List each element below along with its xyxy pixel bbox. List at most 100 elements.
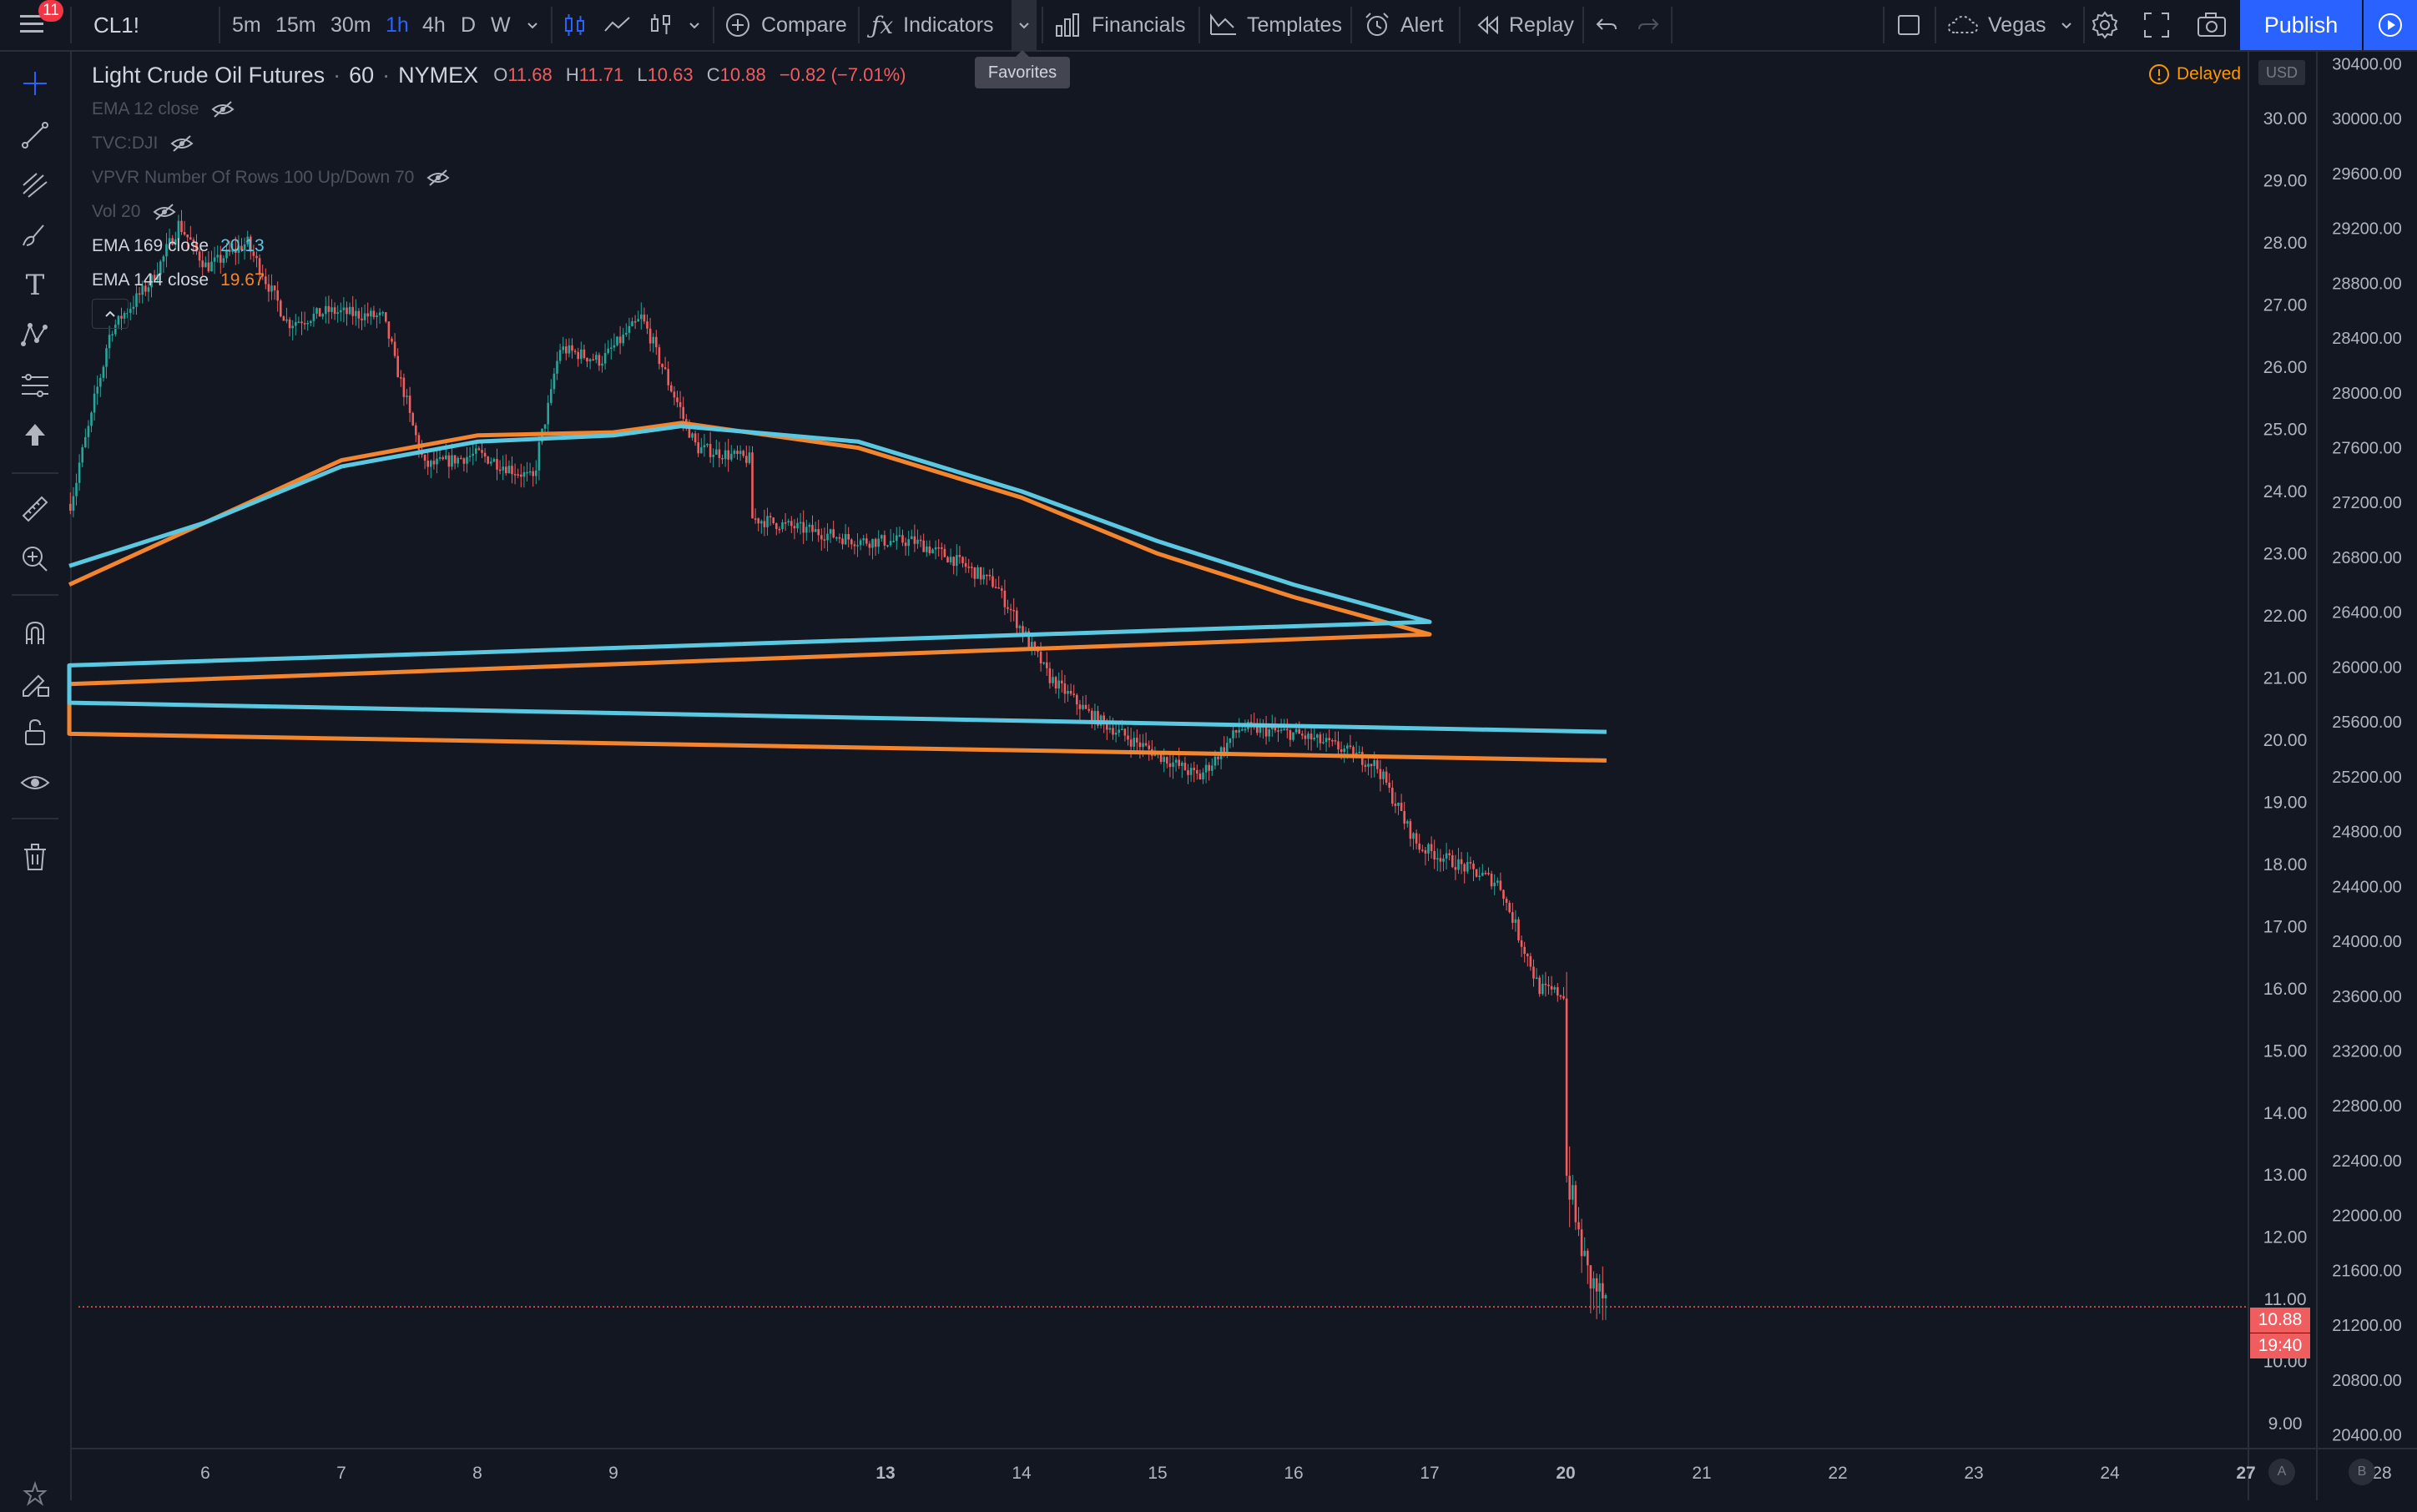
snapshot-button[interactable] — [2195, 0, 2228, 50]
price-axis[interactable]: 30.00 29.00 28.00 27.00 26.00 25.00 24.00 23.00… — [2263, 109, 2308, 1434]
indicator-row-ema169[interactable]: EMA 169 close 20.13 — [92, 229, 906, 263]
interval-5m[interactable]: 5m — [232, 13, 261, 37]
legend-main-row[interactable]: Light Crude Oil Futures · 60 · NYMEX O11… — [92, 58, 906, 92]
chart-legend: Light Crude Oil Futures · 60 · NYMEX O11… — [92, 58, 906, 297]
candle-body — [105, 348, 108, 367]
candle-body — [976, 567, 979, 579]
settings-button[interactable] — [2088, 0, 2122, 50]
toolbar-divider — [1671, 7, 1673, 43]
secondary-axis[interactable]: 30400.00 30000.00 29600.00 29200.00 28800.00… — [2332, 55, 2401, 1444]
indicator-row-ema12[interactable]: EMA 12 close — [92, 92, 906, 126]
magnet-button[interactable] — [17, 614, 53, 651]
candle-body — [1502, 890, 1505, 900]
pattern-tool-button[interactable] — [17, 317, 53, 354]
favorites-star-button[interactable] — [17, 1475, 53, 1512]
candle-body — [1520, 940, 1523, 947]
icon-tool-button[interactable] — [17, 417, 53, 454]
templates-button[interactable]: Templates — [1208, 0, 1342, 50]
play-idea-button[interactable] — [2364, 0, 2417, 50]
log-scale-button[interactable]: B — [2349, 1459, 2375, 1485]
financials-button[interactable]: Financials — [1053, 0, 1186, 50]
stay-in-drawing-mode-button[interactable] — [17, 664, 53, 701]
interval-w[interactable]: W — [491, 13, 511, 37]
delayed-status[interactable]: Delayed — [2148, 63, 2241, 85]
chart-style-dropdown-button[interactable] — [686, 0, 703, 50]
currency-badge[interactable]: USD — [2258, 60, 2305, 85]
candle-body — [111, 334, 114, 335]
candle-body — [1454, 867, 1457, 870]
candle-body — [646, 321, 648, 329]
eye-off-icon[interactable] — [426, 169, 451, 187]
candle-body — [129, 309, 132, 313]
interval-15m[interactable]: 15m — [275, 13, 316, 37]
interval-30m[interactable]: 30m — [331, 13, 371, 37]
trend-line-tool-button[interactable] — [17, 117, 53, 154]
eye-off-icon[interactable] — [152, 203, 177, 221]
hide-drawings-button[interactable] — [17, 764, 53, 801]
toolbar-divider — [70, 7, 72, 43]
measure-tool-button[interactable] — [17, 491, 53, 527]
candle-body — [1427, 844, 1430, 854]
candle-body — [210, 261, 213, 272]
interval-4h[interactable]: 4h — [422, 13, 446, 37]
chart-style-candles-button[interactable] — [561, 0, 589, 50]
indicator-row-ema144[interactable]: EMA 144 close 19.67 — [92, 263, 906, 297]
save-layout-button[interactable]: Vegas — [1946, 0, 2075, 50]
favorites-dropdown-button[interactable] — [1012, 0, 1037, 50]
candle-body — [1535, 977, 1538, 979]
candle-body — [817, 529, 820, 536]
candle-body — [378, 312, 381, 315]
candle-body — [682, 406, 684, 420]
candle-body — [261, 273, 264, 277]
candle-body — [911, 536, 913, 540]
main-menu-button[interactable] — [15, 7, 55, 43]
indicators-button[interactable]: ƒx Indicators — [871, 0, 994, 50]
candle-body — [385, 312, 387, 322]
alert-button[interactable]: Alert — [1362, 0, 1443, 50]
text-tool-button[interactable]: T — [17, 267, 53, 304]
candle-body — [1301, 733, 1304, 736]
auto-scale-button[interactable]: A — [2268, 1459, 2295, 1485]
fib-tool-button[interactable] — [17, 167, 53, 204]
indicator-row-vpvr[interactable]: VPVR Number Of Rows 100 Up/Down 70 — [92, 160, 906, 194]
candle-body — [159, 261, 162, 275]
interval-1h[interactable]: 1h — [386, 13, 409, 37]
candle-body — [721, 457, 724, 460]
candle-body — [607, 348, 609, 354]
undo-button[interactable] — [1594, 0, 1619, 50]
zoom-tool-button[interactable] — [17, 541, 53, 577]
candle-body — [1189, 768, 1193, 775]
chart-style-line-button[interactable] — [603, 0, 633, 50]
redo-button[interactable] — [1636, 0, 1661, 50]
compare-button[interactable]: Compare — [723, 0, 847, 50]
lock-drawings-button[interactable] — [17, 714, 53, 751]
indicator-row-vol[interactable]: Vol 20 — [92, 194, 906, 229]
prediction-tool-button[interactable] — [17, 367, 53, 404]
candle-body — [1007, 607, 1009, 609]
candle-body — [1274, 727, 1277, 731]
eye-off-icon[interactable] — [210, 100, 235, 118]
candle-body — [336, 312, 339, 315]
intervals-dropdown-button[interactable] — [524, 0, 541, 50]
crosshair-tool-button[interactable] — [17, 65, 53, 102]
fullscreen-button[interactable] — [2142, 0, 2172, 50]
candle-body — [1370, 764, 1373, 767]
candle-body — [1027, 631, 1030, 648]
replay-button[interactable]: Replay — [1476, 0, 1574, 50]
eye-off-icon[interactable] — [169, 134, 194, 153]
eye-icon — [20, 776, 50, 789]
remove-drawings-button[interactable] — [17, 838, 53, 874]
publish-button[interactable]: Publish — [2240, 0, 2362, 50]
price-chart[interactable]: 30.00 29.00 28.00 27.00 26.00 25.00 24.00 23.00… — [0, 50, 2417, 1500]
brush-tool-button[interactable] — [17, 217, 53, 254]
candle-body — [340, 310, 342, 313]
candle-body — [87, 426, 90, 437]
time-axis[interactable]: 6 7 8 9 13 14 15 16 17 20 21 22 23 24 27 28 — [200, 1464, 2392, 1483]
legend-collapse-button[interactable] — [92, 299, 129, 329]
interval-d[interactable]: D — [461, 13, 477, 37]
chart-style-bars-button[interactable] — [648, 0, 676, 50]
symbol-search-button[interactable]: CL1! — [93, 12, 139, 38]
indicator-row-dji[interactable]: TVC:DJI — [92, 126, 906, 160]
layout-select-button[interactable] — [1895, 0, 1923, 50]
secondary-tick-label: 25600.00 — [2332, 713, 2401, 732]
